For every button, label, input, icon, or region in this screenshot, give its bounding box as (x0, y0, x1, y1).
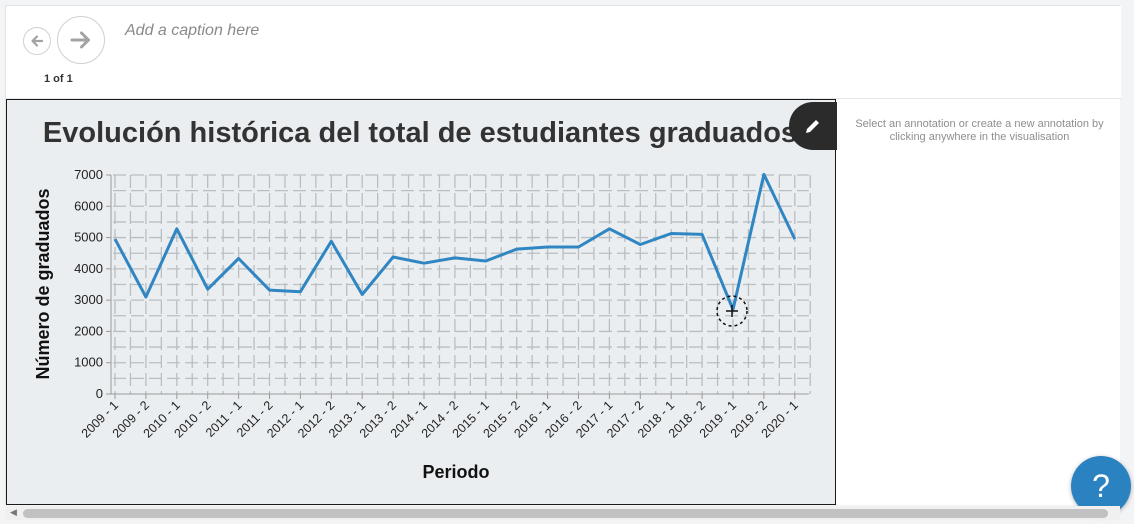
data-point (483, 258, 489, 264)
y-tick-label: 7000 (74, 167, 103, 182)
y-tick-label: 0 (96, 386, 103, 401)
y-tick-label: 4000 (74, 261, 103, 276)
y-tick-label: 2000 (74, 323, 103, 338)
data-point (267, 287, 273, 293)
data-point (297, 289, 303, 295)
arrow-right-icon (70, 31, 90, 49)
y-tick-label: 1000 (74, 355, 103, 370)
data-point (452, 255, 458, 261)
edit-button[interactable] (789, 102, 837, 150)
y-tick-label: 3000 (74, 292, 103, 307)
data-point (514, 246, 520, 252)
data-point (576, 244, 582, 250)
data-point (792, 236, 798, 242)
data-point (112, 236, 118, 242)
data-point (205, 286, 211, 292)
page-count: 1 of 1 (44, 73, 73, 85)
data-point (328, 238, 334, 244)
data-point (637, 241, 643, 247)
previous-button[interactable] (23, 27, 51, 55)
y-tick-label: 6000 (74, 198, 103, 213)
data-point (668, 231, 674, 237)
data-point (390, 254, 396, 260)
annotation-hint: Select an annotation or create a new ann… (855, 118, 1104, 143)
pencil-icon (806, 118, 821, 133)
story-frame: 1 of 1 Add a caption here 0 1000 2000 3000 4… (5, 5, 1121, 505)
data-point (545, 244, 551, 250)
y-axis-label: Número de graduados (33, 188, 53, 379)
caption-input[interactable]: Add a caption here (125, 22, 260, 39)
crosshair-cursor-icon (716, 295, 748, 327)
visualisation-canvas[interactable]: 0 1000 2000 3000 4000 5000 6000 7000 2009 - 1 200… (6, 99, 836, 505)
data-point (174, 226, 180, 232)
data-point (761, 171, 767, 177)
horizontal-scrollbar[interactable]: ◀ (5, 506, 1120, 520)
y-tick-label: 5000 (74, 230, 103, 245)
data-point (236, 256, 242, 262)
series-line (113, 172, 797, 311)
data-point (421, 260, 427, 266)
data-point (359, 292, 365, 298)
x-axis-label: Periodo (422, 462, 489, 482)
arrow-left-icon (31, 35, 44, 47)
data-point (699, 231, 705, 237)
chart-title: Evolución histórica del total de estudia… (43, 117, 797, 149)
data-point (143, 294, 149, 300)
story-header: 1 of 1 Add a caption here (6, 6, 1121, 99)
annotation-panel: Select an annotation or create a new ann… (837, 99, 1120, 505)
data-point (606, 226, 612, 232)
scroll-left-icon[interactable]: ◀ (10, 507, 17, 517)
scrollbar-thumb[interactable] (23, 509, 1108, 518)
next-button[interactable] (57, 16, 105, 64)
